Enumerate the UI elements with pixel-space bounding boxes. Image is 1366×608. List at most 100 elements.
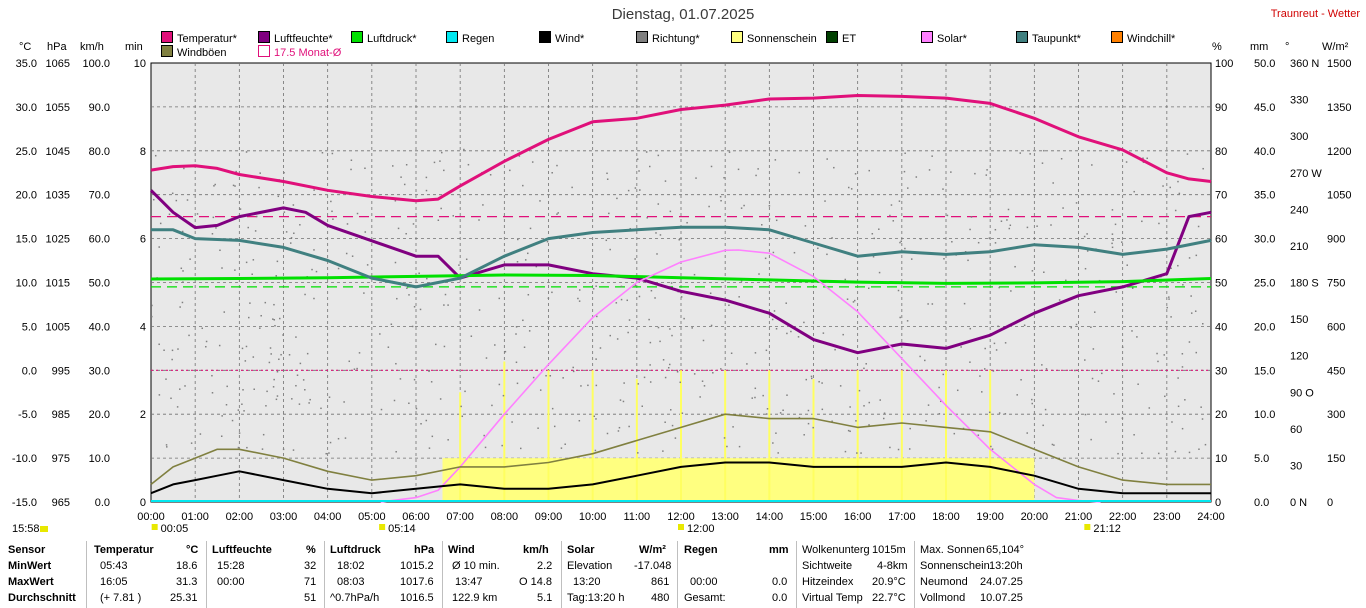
temp-max: 31.3 <box>176 576 198 588</box>
hum-unit: % <box>306 544 316 556</box>
axis-head-deg: ° <box>1285 41 1290 53</box>
x-tick-1: 01:00 <box>181 511 209 523</box>
direction-point <box>803 434 805 436</box>
extra-label-2: Hitzeindex <box>802 576 854 588</box>
direction-point <box>484 446 487 449</box>
direction-point <box>1084 359 1086 361</box>
direction-point <box>702 339 705 342</box>
direction-point <box>515 333 517 335</box>
direction-point <box>268 361 271 364</box>
direction-point <box>774 159 777 161</box>
direction-point <box>437 219 440 221</box>
direction-point <box>723 437 726 439</box>
direction-point <box>879 399 881 401</box>
direction-point <box>522 184 524 187</box>
direction-point <box>562 377 564 379</box>
direction-point <box>771 318 774 321</box>
direction-point <box>259 172 261 174</box>
direction-point <box>395 362 397 365</box>
direction-point <box>668 363 671 366</box>
direction-point <box>296 374 299 376</box>
direction-point <box>943 258 945 260</box>
direction-point <box>527 293 530 296</box>
direction-point <box>182 281 184 283</box>
direction-point <box>485 357 488 359</box>
direction-point <box>712 372 714 374</box>
direction-point <box>501 444 503 447</box>
axis-tick-deg-4: 240 <box>1290 204 1308 216</box>
extra2-label-0: Max. Sonnen <box>920 544 985 556</box>
direction-point <box>571 186 573 189</box>
direction-point <box>867 287 870 289</box>
axis-tick-deg-2: 300 <box>1290 131 1308 143</box>
direction-point <box>211 392 214 394</box>
direction-point <box>248 316 250 319</box>
direction-point <box>710 165 713 168</box>
direction-point <box>1166 306 1168 309</box>
direction-point <box>680 296 683 298</box>
direction-point <box>1091 377 1094 380</box>
direction-point <box>671 424 674 427</box>
axis-tick-wm2-0: 1500 <box>1327 58 1351 70</box>
legend-item-9: Taupunkt* <box>1016 31 1081 45</box>
axis-tick-deg-5: 210 <box>1290 241 1308 253</box>
direction-point <box>925 420 927 422</box>
direction-point <box>350 159 353 162</box>
direction-point <box>539 200 541 202</box>
direction-point <box>282 334 284 336</box>
direction-point <box>551 291 553 294</box>
direction-point <box>328 396 331 398</box>
direction-point <box>522 319 524 322</box>
direction-point <box>426 277 428 280</box>
direction-point <box>844 450 847 453</box>
solar-day: Tag:13:20 h <box>567 592 625 604</box>
direction-point <box>313 189 315 191</box>
direction-point <box>1181 427 1184 430</box>
direction-point <box>871 233 874 235</box>
direction-point <box>766 408 769 410</box>
direction-point <box>641 405 644 407</box>
extra-value-3: 22.7°C <box>872 592 906 604</box>
direction-point <box>273 319 276 321</box>
direction-point <box>1121 241 1123 243</box>
direction-point <box>405 232 407 235</box>
direction-point <box>258 186 260 189</box>
direction-point <box>1170 316 1172 318</box>
direction-point <box>655 232 657 234</box>
direction-point <box>1114 223 1117 226</box>
direction-point <box>539 389 542 391</box>
direction-point <box>858 389 861 392</box>
direction-point <box>489 174 492 176</box>
direction-point <box>275 398 278 401</box>
direction-point <box>670 282 673 284</box>
direction-point <box>467 163 470 166</box>
axis-tick-hpa-2: 1045 <box>46 146 70 158</box>
direction-point <box>511 421 513 423</box>
direction-point <box>900 240 902 243</box>
temp-min: 18.6 <box>176 560 198 572</box>
x-tick-2: 02:00 <box>226 511 254 523</box>
direction-point <box>939 400 942 403</box>
direction-point <box>904 152 906 155</box>
direction-point <box>595 384 598 387</box>
direction-point <box>897 289 900 292</box>
direction-point <box>269 347 272 349</box>
direction-point <box>1142 157 1144 159</box>
press-min: 1015.2 <box>400 560 434 572</box>
direction-point <box>1190 312 1193 314</box>
direction-point <box>899 316 901 319</box>
direction-point <box>252 259 255 261</box>
direction-point <box>1204 443 1207 446</box>
left-marker-sun <box>40 526 48 532</box>
direction-point <box>531 161 534 163</box>
legend-label-11: Windböen <box>177 47 227 59</box>
axis-tick-min-6: 4 <box>140 321 146 333</box>
direction-point <box>444 293 447 296</box>
direction-point <box>824 200 826 202</box>
direction-point <box>351 255 354 257</box>
direction-point <box>970 216 973 218</box>
direction-point <box>225 403 228 406</box>
axis-tick-kmh-0: 100.0 <box>82 58 110 70</box>
direction-point <box>283 211 286 213</box>
direction-point <box>804 225 807 227</box>
